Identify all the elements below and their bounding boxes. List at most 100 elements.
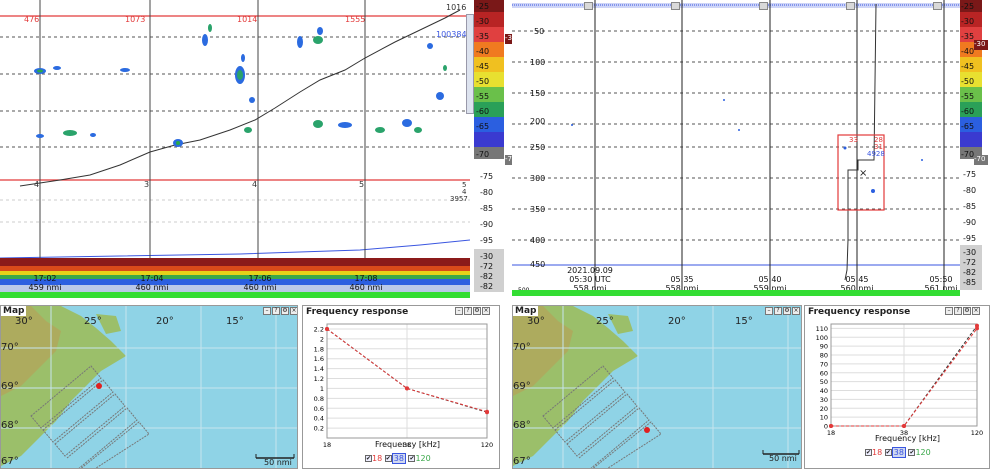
legend-38: 38 <box>891 447 906 458</box>
distance-label: 561 nmi <box>924 284 958 293</box>
close-button[interactable]: × <box>972 307 980 315</box>
data-point <box>829 424 833 428</box>
y-tick-label: 0.2 <box>314 425 324 433</box>
frequency-legend: ✔18 ✔ 38 ✔120 <box>865 447 931 458</box>
colorbar-tick: -30 <box>963 248 977 257</box>
x-tick-label: 18 <box>827 429 835 437</box>
colorbar-tick: -65 <box>961 122 975 131</box>
colorbar-tick: -80 <box>963 186 977 195</box>
y-tick-label: 2 <box>320 335 324 343</box>
map-scale: 50 nmi <box>769 454 797 463</box>
help-button[interactable]: ? <box>774 307 782 315</box>
colorbar-tick: -25 <box>961 2 975 11</box>
distance-label: 560 nmi <box>840 284 874 293</box>
colorbar-tick: -45 <box>476 62 490 71</box>
minimize-button[interactable]: – <box>945 307 953 315</box>
lon-label: 30° <box>527 316 545 327</box>
close-button[interactable]: × <box>482 307 490 315</box>
y-tick-label: 1.6 <box>314 355 324 363</box>
minimize-button[interactable]: – <box>455 307 463 315</box>
colorbar-tick: -95 <box>480 236 494 245</box>
x-tick-label: 38 <box>900 429 908 437</box>
frequency-response-title: Frequency response <box>808 307 911 317</box>
y-tick-label: 10 <box>820 414 828 422</box>
mid-number: 4 <box>34 180 40 189</box>
help-button[interactable]: ? <box>272 307 280 315</box>
checkbox-38[interactable]: ✔ <box>384 455 392 462</box>
right-frequency-response-panel[interactable]: Frequency response – ? ⚙ × 110 100 90 80 70 6… <box>804 305 990 469</box>
right-colorbar[interactable]: -25 -30 -35 -40 -45 -50 -55 -60 -65 -70 … <box>960 0 982 296</box>
settings-button[interactable]: ⚙ <box>783 307 791 315</box>
checkbox-120[interactable]: ✔ <box>908 449 916 456</box>
colorbar-tick: -60 <box>476 107 490 116</box>
depth-label: 100 <box>530 58 546 67</box>
lat-label: 70° <box>513 342 531 353</box>
close-button[interactable]: × <box>290 307 297 315</box>
distance-label: 558 nmi <box>573 284 607 293</box>
mid-right: 4 <box>462 188 467 196</box>
x-axis-label: Frequency [kHz] <box>875 434 940 443</box>
left-map-window-buttons: – ? ⚙ × <box>263 307 297 315</box>
x-tick-label: 120 <box>971 429 983 437</box>
checkbox-18[interactable]: ✔ <box>865 449 872 456</box>
help-button[interactable]: ? <box>954 307 962 315</box>
lat-label: 69° <box>513 381 531 392</box>
colorbar-tick: -60 <box>961 107 975 116</box>
depth-label: 400 <box>530 236 546 245</box>
right-map-panel[interactable]: Map 30° 25° 20° 15° 70° 69° 68° 67° 50 n… <box>512 305 802 469</box>
checkbox-120[interactable]: ✔ <box>408 455 416 462</box>
minimize-button[interactable]: – <box>765 307 773 315</box>
mid-right: 5 <box>462 181 467 189</box>
top-marker <box>933 2 942 10</box>
data-point <box>485 409 489 414</box>
top-number: 1555 <box>345 15 366 24</box>
top-marker <box>671 2 680 10</box>
right-echogram-canvas[interactable]: × <box>512 0 960 296</box>
legend-18: 18 <box>872 448 883 457</box>
time-label: 05:40 <box>758 275 782 284</box>
colorbar-tick: -30 <box>961 17 975 26</box>
help-button[interactable]: ? <box>464 307 472 315</box>
colorbar-side-tick: -70 <box>974 155 988 165</box>
y-tick-label: 110 <box>816 325 828 333</box>
colorbar-tick: -95 <box>963 234 977 243</box>
settings-button[interactable]: ⚙ <box>473 307 481 315</box>
settings-button[interactable]: ⚙ <box>963 307 971 315</box>
colorbar-tick: -85 <box>480 204 494 213</box>
left-frequency-response-panel[interactable]: Frequency response – ? ⚙ × 2.2 2 1.8 1.6 1.4… <box>302 305 500 469</box>
left-colorbar[interactable]: -25 -30 -35 -40 -45 -50 -55 -60 -65 -70 … <box>474 0 504 292</box>
legend-120: 120 <box>415 454 431 463</box>
y-tick-label: 1.4 <box>314 365 324 373</box>
colorbar-tick: -45 <box>961 62 975 71</box>
close-button[interactable]: × <box>792 307 800 315</box>
left-vertical-scrollbar[interactable] <box>466 14 474 114</box>
selection-number: 33 <box>849 136 858 144</box>
lat-label: 67° <box>513 456 531 467</box>
x-tick-label: 120 <box>481 441 493 448</box>
frequency-legend: ✔18 ✔ 38 ✔120 <box>365 453 431 464</box>
left-map-panel[interactable]: Map 30° 25° 20° 15° 70° 69° 68° 67° 50 n… <box>0 305 298 469</box>
left-echogram[interactable]: 476 1073 1014 1555 1016 1003842 4 3 4 5 … <box>0 0 470 300</box>
settings-button[interactable]: ⚙ <box>281 307 289 315</box>
right-echogram[interactable]: × 50 100 150 200 250 300 350 400 450 500… <box>512 0 960 296</box>
checkbox-38[interactable]: ✔ <box>884 449 892 456</box>
top-marker <box>584 2 593 10</box>
right-map-window-buttons: – ? ⚙ × <box>765 307 800 315</box>
y-tick-label: 100 <box>816 334 828 342</box>
y-tick-label: 0.8 <box>314 395 324 403</box>
colorbar-tick: -40 <box>476 47 490 56</box>
y-tick-label: 30 <box>820 396 828 404</box>
left-progress-bar <box>0 292 470 298</box>
minimize-button[interactable]: – <box>263 307 271 315</box>
left-echogram-canvas[interactable] <box>0 0 470 300</box>
map-title: Map <box>513 306 539 316</box>
checkbox-18[interactable]: ✔ <box>365 455 372 462</box>
map-title: Map <box>1 306 27 316</box>
distance-label: 460 nmi <box>243 283 277 292</box>
y-tick-label: 90 <box>820 343 828 351</box>
date-label: 2021.09.09 <box>567 266 613 275</box>
distance-label: 558 nmi <box>665 284 699 293</box>
x-tick-label: 38 <box>403 441 411 448</box>
mid-right: 3957 <box>450 195 468 203</box>
colorbar-tick: -82 <box>963 268 977 277</box>
